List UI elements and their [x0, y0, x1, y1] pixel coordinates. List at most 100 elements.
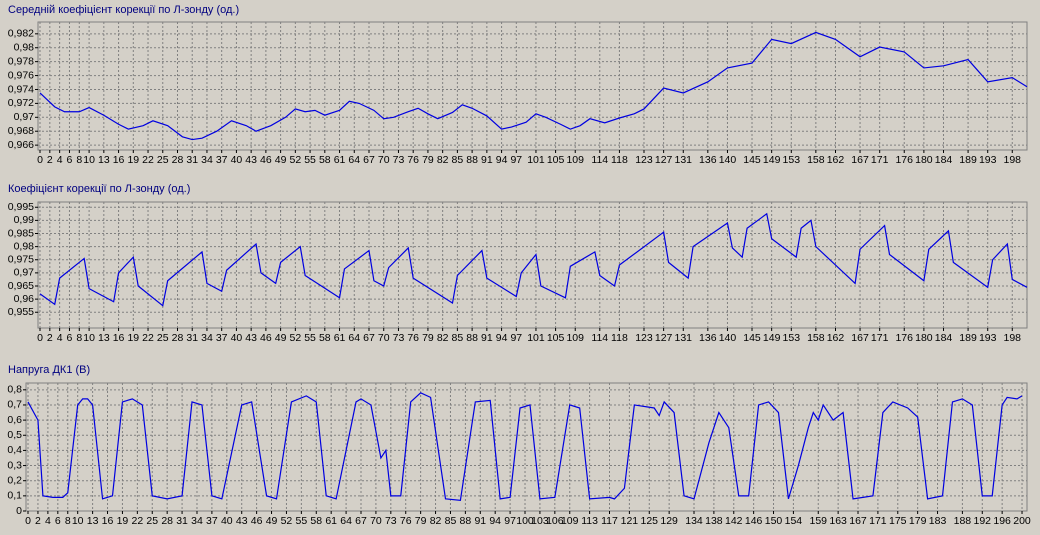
y-tick-label: 0,5: [7, 429, 22, 441]
x-tick-label: 198: [1004, 332, 1022, 344]
x-tick-label: 180: [915, 154, 933, 166]
x-tick-label: 64: [348, 332, 360, 344]
x-tick-label: 94: [496, 332, 508, 344]
x-tick-label: 158: [807, 332, 825, 344]
x-tick-label: 91: [481, 154, 493, 166]
x-tick-label: 28: [172, 332, 184, 344]
x-tick-label: 19: [117, 515, 129, 527]
x-tick-label: 52: [289, 154, 301, 166]
x-tick-label: 167: [851, 332, 869, 344]
x-tick-label: 43: [245, 332, 257, 344]
x-tick-label: 73: [393, 154, 405, 166]
y-tick-label: 0,975: [8, 254, 34, 266]
x-tick-label: 171: [871, 154, 889, 166]
y-tick-label: 0,972: [8, 97, 34, 109]
x-tick-label: 149: [763, 154, 781, 166]
x-tick-label: 55: [304, 154, 316, 166]
x-tick-label: 97: [504, 515, 516, 527]
y-tick-label: 0,99: [14, 214, 35, 226]
y-tick-label: 0,4: [7, 444, 22, 456]
x-tick-label: 85: [452, 154, 464, 166]
x-tick-label: 13: [98, 332, 110, 344]
x-tick-label: 25: [157, 332, 169, 344]
x-tick-label: 105: [547, 154, 565, 166]
x-tick-label: 79: [422, 332, 434, 344]
x-tick-label: 2: [47, 154, 53, 166]
x-tick-label: 100: [516, 515, 534, 527]
x-tick-label: 16: [113, 154, 125, 166]
x-tick-label: 109: [561, 515, 579, 527]
x-tick-label: 76: [407, 154, 419, 166]
x-tick-label: 196: [993, 515, 1011, 527]
x-tick-label: 123: [635, 154, 653, 166]
x-tick-label: 113: [581, 515, 598, 527]
x-tick-label: 85: [445, 515, 457, 527]
x-tick-label: 64: [340, 515, 352, 527]
y-tick-label: 0,2: [7, 474, 22, 486]
x-tick-label: 134: [685, 515, 703, 527]
x-tick-label: 8: [76, 332, 82, 344]
x-tick-label: 13: [98, 154, 110, 166]
x-tick-label: 4: [57, 154, 63, 166]
x-tick-label: 52: [281, 515, 293, 527]
x-tick-label: 114: [591, 332, 608, 344]
x-tick-label: 0: [25, 515, 31, 527]
x-tick-label: 6: [67, 154, 73, 166]
x-tick-label: 55: [296, 515, 308, 527]
x-tick-label: 49: [275, 332, 287, 344]
x-tick-label: 4: [57, 332, 63, 344]
data-line: [39, 212, 1028, 307]
x-tick-label: 76: [400, 515, 412, 527]
x-tick-label: 146: [745, 515, 763, 527]
x-tick-label: 40: [231, 154, 243, 166]
x-tick-label: 114: [591, 154, 608, 166]
x-tick-label: 64: [348, 154, 360, 166]
x-tick-label: 58: [310, 515, 322, 527]
x-tick-label: 103: [531, 515, 549, 527]
x-tick-label: 43: [245, 154, 257, 166]
x-tick-label: 70: [378, 154, 390, 166]
x-tick-label: 184: [935, 332, 953, 344]
plot-area: [37, 201, 1028, 329]
x-tick-label: 40: [221, 515, 233, 527]
x-tick-label: 175: [889, 515, 907, 527]
y-tick-label: 0,968: [8, 125, 34, 137]
x-tick-label: 16: [113, 332, 125, 344]
x-tick-label: 125: [641, 515, 659, 527]
x-tick-label: 22: [142, 332, 154, 344]
x-tick-label: 101: [527, 154, 545, 166]
x-tick-label: 79: [422, 154, 434, 166]
x-tick-label: 184: [935, 154, 953, 166]
x-tick-label: 46: [260, 332, 272, 344]
x-tick-label: 46: [260, 154, 272, 166]
y-tick-label: 0,97: [14, 111, 35, 123]
x-tick-label: 106: [546, 515, 564, 527]
x-tick-label: 49: [266, 515, 278, 527]
x-tick-label: 61: [334, 332, 346, 344]
x-tick-label: 22: [131, 515, 143, 527]
x-tick-label: 118: [611, 332, 628, 344]
y-tick-label: 0,978: [8, 55, 34, 67]
plot-area: [37, 21, 1028, 151]
x-tick-label: 10: [83, 154, 95, 166]
x-tick-label: 149: [763, 332, 781, 344]
x-tick-label: 145: [743, 332, 761, 344]
x-tick-label: 153: [783, 332, 801, 344]
x-tick-label: 162: [827, 154, 845, 166]
x-tick-label: 70: [370, 515, 382, 527]
x-tick-label: 140: [719, 154, 737, 166]
x-tick-label: 73: [385, 515, 397, 527]
y-tick-label: 0,6: [7, 414, 22, 426]
x-tick-label: 43: [236, 515, 248, 527]
x-tick-label: 6: [55, 515, 61, 527]
y-tick-label: 0: [16, 505, 22, 517]
x-tick-label: 200: [1013, 515, 1031, 527]
x-tick-label: 67: [355, 515, 367, 527]
x-tick-label: 88: [466, 154, 478, 166]
x-tick-label: 82: [437, 332, 449, 344]
x-tick-label: 2: [47, 332, 53, 344]
x-tick-label: 52: [289, 332, 301, 344]
y-tick-label: 0,966: [8, 139, 34, 151]
x-tick-label: 82: [437, 154, 449, 166]
x-tick-label: 129: [660, 515, 678, 527]
